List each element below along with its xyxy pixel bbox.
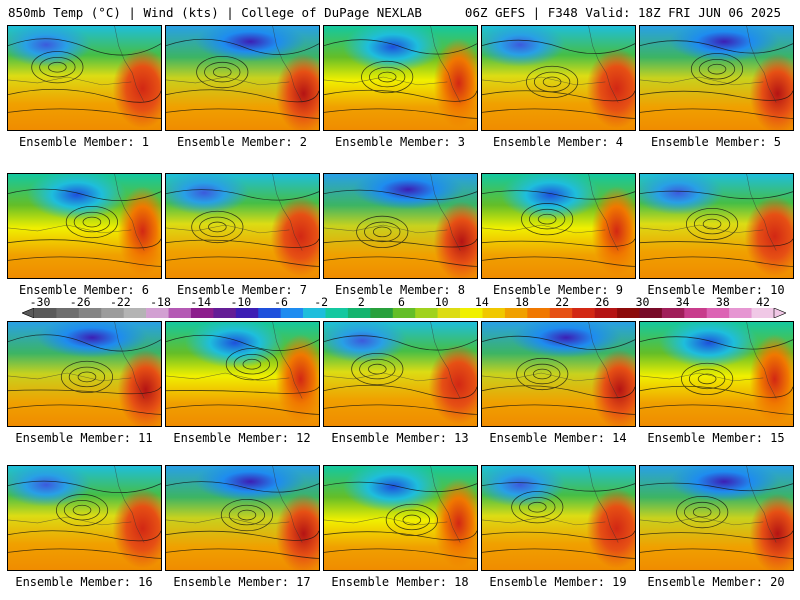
ensemble-member-map — [7, 25, 162, 131]
scale-tick-label: -10 — [230, 295, 252, 309]
scale-swatch — [78, 308, 102, 318]
scale-min-arrow — [22, 308, 35, 318]
ensemble-member-label: Ensemble Member: 19 — [489, 575, 627, 589]
ensemble-member-map — [639, 321, 794, 427]
scale-swatch — [123, 308, 147, 318]
scale-tick-label: 6 — [398, 295, 405, 309]
scale-tick-label: 10 — [434, 295, 449, 309]
scale-swatch — [594, 308, 618, 318]
scale-tick-label: 22 — [555, 295, 570, 309]
ensemble-member-map — [7, 321, 162, 427]
scale-tick-label: -26 — [69, 295, 91, 309]
ensemble-member-label: Ensemble Member: 15 — [647, 431, 785, 445]
ensemble-member-label: Ensemble Member: 16 — [15, 575, 153, 589]
ensemble-member-map — [481, 25, 636, 131]
ensemble-member-label: Ensemble Member: 17 — [173, 575, 311, 589]
scale-swatch — [549, 308, 573, 318]
scale-swatch — [213, 308, 237, 318]
scale-swatch — [572, 308, 595, 318]
scale-swatch — [639, 308, 663, 318]
scale-swatch — [729, 308, 752, 318]
scale-swatch — [235, 308, 259, 318]
scale-swatch — [370, 308, 394, 318]
scale-swatch — [504, 308, 528, 318]
scale-tick-label: -18 — [150, 295, 171, 309]
scale-swatch — [168, 308, 192, 318]
scale-tick-label: -6 — [274, 295, 288, 309]
scale-swatch — [56, 308, 80, 318]
ensemble-member-map — [323, 173, 478, 279]
scale-swatch — [482, 308, 506, 318]
scale-tick-label: -22 — [109, 295, 131, 309]
ensemble-member-map — [165, 321, 320, 427]
scale-tick-label: 18 — [515, 295, 529, 309]
scale-tick-label: -30 — [29, 295, 51, 309]
scale-tick-label: 42 — [756, 295, 770, 309]
scale-swatch — [392, 308, 416, 318]
ensemble-member-label: Ensemble Member: 12 — [173, 431, 311, 445]
scale-tick-label: -2 — [314, 295, 329, 309]
scale-swatch — [751, 308, 775, 318]
scale-swatch — [684, 308, 708, 318]
scale-swatch — [347, 308, 371, 318]
scale-swatch — [258, 308, 281, 318]
ensemble-member-label: Ensemble Member: 1 — [18, 135, 150, 149]
ensemble-member-map — [481, 321, 636, 427]
ensemble-member-map — [7, 465, 162, 571]
ensemble-member-label: Ensemble Member: 11 — [15, 431, 153, 445]
ensemble-member-label: Ensemble Member: 20 — [647, 575, 785, 589]
ensemble-member-label: Ensemble Member: 4 — [492, 135, 624, 149]
scale-tick-label: 38 — [715, 295, 730, 309]
ensemble-member-map — [323, 321, 478, 427]
run-valid-time: 06Z GEFS | F348 Valid: 18Z FRI JUN 06 20… — [464, 5, 781, 20]
scale-swatch — [437, 308, 461, 318]
ensemble-member-map — [481, 465, 636, 571]
ensemble-member-map — [165, 465, 320, 571]
ensemble-member-map — [639, 465, 794, 571]
scale-swatch — [617, 308, 640, 318]
ensemble-member-map — [165, 25, 320, 131]
scale-tick-label: 26 — [595, 295, 610, 309]
scale-swatch — [661, 308, 685, 318]
ensemble-member-label: Ensemble Member: 18 — [331, 575, 469, 589]
ensemble-member-map — [165, 173, 320, 279]
ensemble-member-map — [7, 173, 162, 279]
ensemble-member-map — [323, 25, 478, 131]
scale-tick-label: -14 — [190, 295, 212, 309]
ensemble-member-label: Ensemble Member: 5 — [650, 135, 782, 149]
ensemble-member-map — [481, 173, 636, 279]
scale-swatch — [415, 308, 438, 318]
ensemble-member-map — [639, 25, 794, 131]
ensemble-member-label: Ensemble Member: 14 — [489, 431, 627, 445]
scale-tick-label: 14 — [474, 295, 489, 309]
scale-max-arrow — [773, 308, 786, 318]
temperature-color-scale — [22, 308, 786, 318]
ensemble-member-label: Ensemble Member: 13 — [331, 431, 469, 445]
ensemble-member-map — [323, 465, 478, 571]
scale-swatch — [280, 308, 304, 318]
scale-tick-label: 2 — [357, 295, 365, 309]
ensemble-member-label: Ensemble Member: 2 — [176, 135, 308, 149]
ensemble-member-label: Ensemble Member: 8 — [334, 283, 466, 297]
scale-swatch — [101, 308, 124, 318]
map-title: 850mb Temp (°C) | Wind (kts) | College o… — [8, 5, 422, 20]
ensemble-member-label: Ensemble Member: 6 — [18, 283, 150, 297]
scale-tick-label: 34 — [675, 295, 690, 309]
ensemble-member-label: Ensemble Member: 3 — [334, 135, 466, 149]
scale-swatch — [146, 308, 169, 318]
scale-swatch — [527, 308, 551, 318]
scale-swatch — [460, 308, 483, 318]
scale-swatch — [34, 308, 57, 318]
ensemble-member-label: Ensemble Member: 7 — [176, 283, 308, 297]
scale-swatch — [706, 308, 730, 318]
scale-swatch — [190, 308, 214, 318]
scale-tick-label: 30 — [635, 295, 650, 309]
scale-swatch — [303, 308, 326, 318]
ensemble-member-label: Ensemble Member: 10 — [647, 283, 785, 297]
scale-swatch — [325, 308, 349, 318]
ensemble-member-map — [639, 173, 794, 279]
ensemble-member-label: Ensemble Member: 9 — [492, 283, 624, 297]
